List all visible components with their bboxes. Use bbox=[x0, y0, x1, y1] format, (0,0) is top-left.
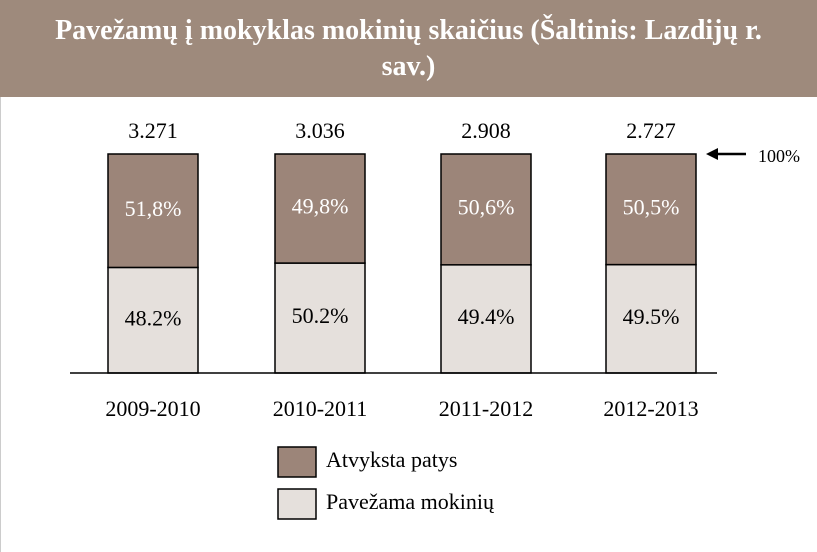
x-tick-label: 2010-2011 bbox=[273, 396, 368, 421]
legend-swatch bbox=[277, 488, 317, 520]
x-tick-label: 2012-2013 bbox=[603, 396, 698, 421]
bar-segment bbox=[274, 153, 366, 264]
chart-area bbox=[0, 97, 816, 552]
legend-swatch bbox=[277, 446, 317, 478]
x-tick-label: 2009-2010 bbox=[105, 396, 200, 421]
value-label: 49.5% bbox=[623, 304, 680, 329]
value-label: 48.2% bbox=[125, 305, 182, 330]
annotation-arrowhead bbox=[706, 148, 718, 160]
total-label: 3.036 bbox=[295, 118, 345, 143]
value-label: 50.2% bbox=[292, 303, 349, 328]
bar-segment bbox=[440, 153, 532, 266]
chart-title: Pavežamų į mokyklas mokinių skaičius (Ša… bbox=[0, 0, 817, 97]
total-label: 3.271 bbox=[128, 118, 178, 143]
total-label: 2.908 bbox=[461, 118, 511, 143]
value-label: 49.4% bbox=[458, 304, 515, 329]
bar-segment bbox=[605, 263, 697, 374]
total-label: 2.727 bbox=[626, 118, 676, 143]
legend-label: Atvyksta patys bbox=[326, 447, 457, 472]
bar-segment bbox=[605, 153, 697, 266]
legend-label: Pavežama mokinių bbox=[326, 489, 495, 514]
value-label: 50,5% bbox=[623, 194, 680, 219]
value-label: 51,8% bbox=[125, 196, 182, 221]
bar-segment bbox=[107, 153, 199, 269]
annotation: 100% bbox=[758, 146, 800, 166]
value-label: 49,8% bbox=[292, 194, 349, 219]
x-tick-label: 2011-2012 bbox=[439, 396, 534, 421]
value-label: 50,6% bbox=[458, 194, 515, 219]
